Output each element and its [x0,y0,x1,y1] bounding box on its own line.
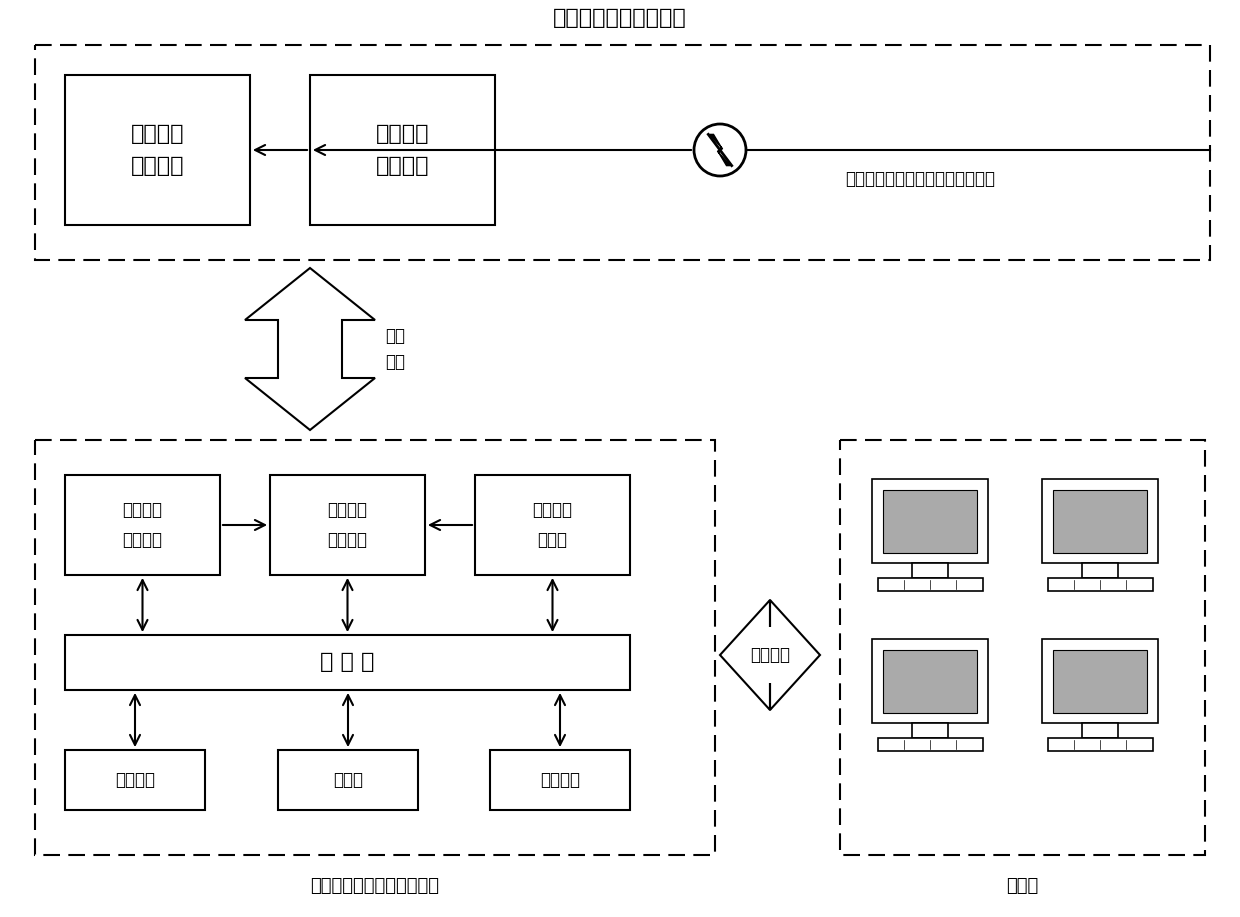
Text: 温度检测
前端装置: 温度检测 前端装置 [130,124,185,176]
Bar [64,475,219,575]
Bar [64,75,250,225]
Bar [1048,738,1152,751]
Bar [270,475,425,575]
Text: 用户端: 用户端 [1007,877,1039,895]
Text: 海底电缆温度检测分布式传感光纤: 海底电缆温度检测分布式传感光纤 [844,170,994,188]
Bar [64,635,630,690]
Bar [1053,650,1147,713]
Bar [1053,490,1147,553]
Bar [475,475,630,575]
Text: 视频监控: 视频监控 [539,771,580,789]
Polygon shape [246,268,374,430]
Bar [490,750,630,810]
Bar [911,563,949,578]
Bar [278,750,418,810]
Text: 标准温度
测试曲线: 标准温度 测试曲线 [123,502,162,548]
Text: 海底电缆温度检测前端: 海底电缆温度检测前端 [553,8,687,28]
Text: 传输
网络: 传输 网络 [384,327,405,370]
Polygon shape [709,135,730,166]
Bar [1081,563,1118,578]
Text: 温度监测
模式识别: 温度监测 模式识别 [327,502,367,548]
Bar [872,480,988,563]
Text: 海底电缆温度监测处理中心: 海底电缆温度监测处理中心 [310,877,439,895]
Bar [64,750,205,810]
Text: 服 务 器: 服 务 器 [320,653,374,672]
Text: 传输网络: 传输网络 [750,646,790,664]
Bar [35,45,1210,260]
Text: 光电复合
光纤抽取: 光电复合 光纤抽取 [376,124,429,176]
Bar [1043,639,1158,724]
Text: 报警系统: 报警系统 [115,771,155,789]
Bar [883,490,977,553]
Text: 海缆路由
走廊图: 海缆路由 走廊图 [532,502,573,548]
Polygon shape [720,600,820,710]
Bar [878,738,982,751]
Text: 数据库: 数据库 [334,771,363,789]
Bar [872,639,988,724]
Bar [1048,578,1152,591]
Bar [883,650,977,713]
Bar [911,724,949,738]
Bar [1081,724,1118,738]
Bar [878,578,982,591]
Bar [839,440,1205,855]
Bar [35,440,715,855]
Bar [310,75,495,225]
Bar [1043,480,1158,563]
